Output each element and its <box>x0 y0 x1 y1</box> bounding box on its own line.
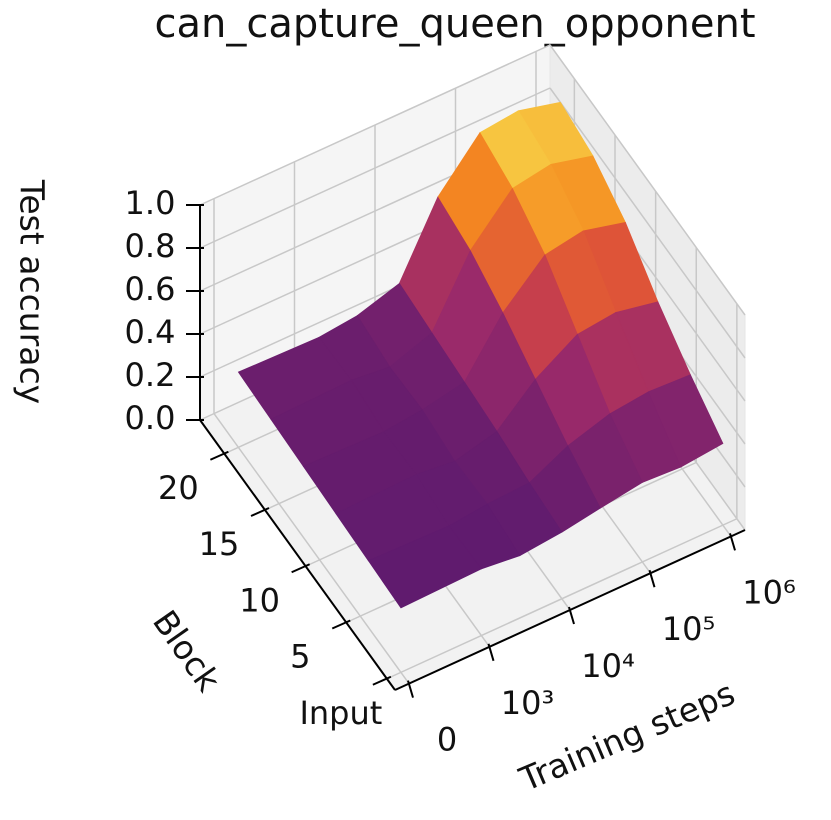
z-tick-label: 1.0 <box>125 184 176 222</box>
grid-line <box>213 413 410 685</box>
grid-line <box>549 44 746 316</box>
grid-line <box>386 518 738 680</box>
z-tick-label: 0.8 <box>125 227 176 265</box>
x-tick-label: 10⁵ <box>662 610 716 648</box>
z-tick-label: 0.0 <box>125 399 176 437</box>
x-tick <box>487 643 495 662</box>
y-tick <box>331 619 351 630</box>
grid-line <box>549 87 746 359</box>
x-tick <box>648 569 656 588</box>
y-tick <box>291 563 311 574</box>
z-tick-label: 0.2 <box>125 356 176 394</box>
y-tick <box>372 675 392 686</box>
grid-line <box>199 44 551 206</box>
y-tick <box>209 450 229 461</box>
y-axis-label: Block <box>145 603 229 699</box>
x-tick <box>729 533 736 551</box>
y-tick-label: Input <box>299 694 382 732</box>
x-tick-label: 10⁴ <box>581 647 635 685</box>
y-tick-label: 10 <box>239 581 280 619</box>
x-tick <box>568 606 575 625</box>
y-tick-label: 5 <box>290 638 310 676</box>
surface-face <box>367 525 483 609</box>
y-tick <box>250 507 270 517</box>
grid-line <box>199 87 551 249</box>
chart-title: can_capture_queen_opponent <box>155 1 756 47</box>
z-tick-label: 0.6 <box>125 270 176 308</box>
y-tick-label: 15 <box>199 525 240 563</box>
z-axis-label: Test accuracy <box>13 179 52 404</box>
x-tick <box>407 680 414 698</box>
x-tick-label: 0 <box>437 721 457 759</box>
x-tick-label: 10³ <box>501 684 555 722</box>
y-tick-label: 20 <box>158 469 199 507</box>
y-axis-line <box>199 419 396 691</box>
z-tick-label: 0.4 <box>125 313 176 351</box>
x-tick-label: 10⁶ <box>742 573 796 611</box>
